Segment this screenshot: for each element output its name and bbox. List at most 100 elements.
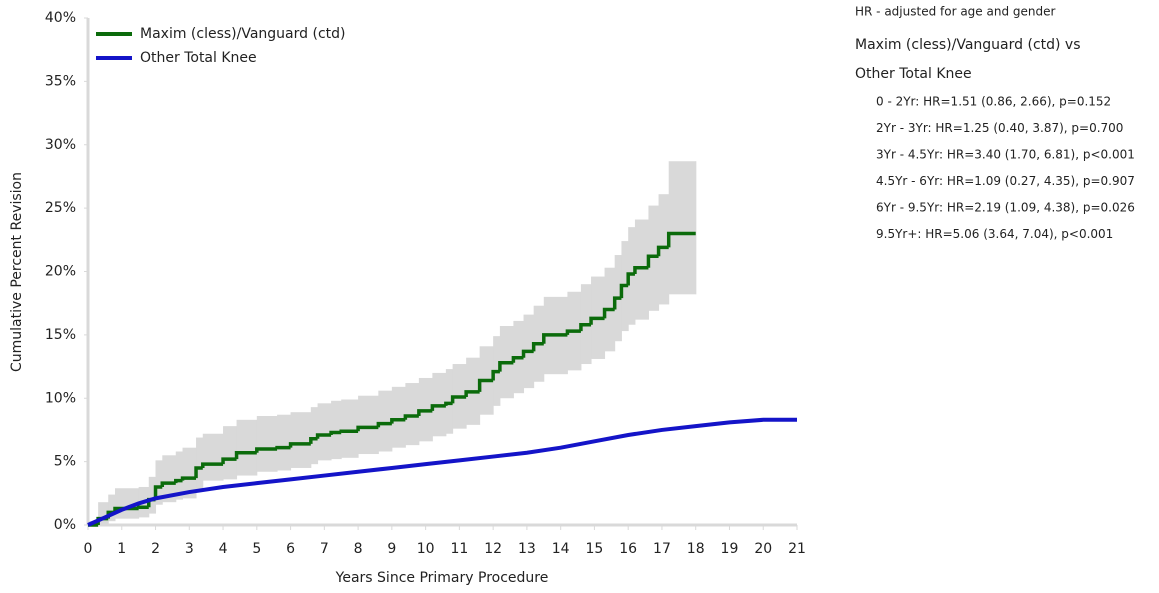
x-axis-title: Years Since Primary Procedure [335, 570, 549, 586]
confidence-band [290, 412, 312, 468]
step-segment [565, 329, 581, 335]
x-tick-label: 3 [185, 541, 194, 557]
step-segment [403, 414, 419, 420]
step-segment [288, 442, 311, 448]
annotation-line: 2Yr - 3Yr: HR=1.25 (0.40, 3.87), p=0.700 [876, 121, 1123, 135]
annotation-line: 3Yr - 4.5Yr: HR=3.40 (1.70, 6.81), p<0.0… [876, 148, 1135, 162]
confidence-band [634, 219, 649, 320]
confidence-band [175, 451, 184, 500]
step-segment [633, 265, 649, 275]
annotation-comparison: Maxim (cless)/Vanguard (ctd) vs [855, 37, 1081, 53]
step-segment [315, 433, 332, 439]
step-segment [589, 316, 605, 325]
confidence-band [445, 369, 454, 434]
step-segment [201, 462, 224, 468]
step-segment [491, 369, 500, 381]
y-tick-label: 0% [54, 517, 76, 533]
step-segment [160, 481, 176, 487]
x-tick-label: 5 [252, 541, 261, 557]
step-segment [444, 401, 453, 406]
x-tick-label: 11 [450, 541, 468, 557]
x-tick-label: 18 [687, 541, 705, 557]
x-tick-label: 15 [586, 541, 604, 557]
step-segment [194, 466, 203, 479]
annotation-line: 4.5Yr - 6Yr: HR=1.09 (0.27, 4.35), p=0.9… [876, 174, 1135, 188]
confidence-band [695, 161, 697, 295]
x-tick-label: 4 [219, 541, 228, 557]
step-segment [221, 457, 237, 465]
annotation-comparison: Other Total Knee [855, 66, 972, 82]
confidence-band [668, 161, 697, 295]
confidence-band [148, 476, 157, 514]
step-segment [339, 429, 359, 433]
x-tick-label: 1 [117, 541, 126, 557]
step-segment [255, 447, 278, 453]
confidence-band [256, 415, 278, 472]
confidence-band [155, 460, 163, 505]
step-segment [174, 478, 183, 484]
x-tick-label: 7 [320, 541, 329, 557]
step-segment [511, 355, 524, 363]
confidence-band [358, 395, 379, 455]
confidence-band [236, 419, 258, 476]
annotation-line: 0 - 2Yr: HR=1.51 (0.86, 2.66), p=0.152 [876, 95, 1111, 109]
legend-label: Maxim (cless)/Vanguard (ctd) [140, 26, 345, 42]
step-segment [275, 445, 291, 450]
confidence-band [378, 390, 393, 452]
x-tick-label: 21 [788, 541, 806, 557]
x-tick-label: 17 [653, 541, 671, 557]
confidence-band [202, 433, 224, 481]
x-tick-label: 8 [354, 541, 363, 557]
step-segment [390, 418, 406, 424]
step-segment [656, 245, 669, 257]
step-segment [531, 341, 544, 352]
confidence-band [648, 205, 660, 311]
confidence-band [628, 227, 636, 325]
step-segment [619, 283, 629, 299]
y-tick-label: 30% [45, 137, 76, 153]
confidence-band [277, 414, 292, 471]
line [87, 417, 797, 527]
step-segment [376, 421, 392, 428]
confidence-band [98, 502, 109, 524]
confidence-band [405, 383, 420, 446]
confidence-band [310, 407, 319, 465]
step-segment [612, 296, 622, 310]
x-tick-label: 19 [721, 541, 739, 557]
x-tick-label: 0 [84, 541, 93, 557]
x-tick-label: 6 [286, 541, 295, 557]
confidence-band [162, 455, 177, 503]
x-tick-label: 9 [387, 541, 396, 557]
annotation-line: 6Yr - 9.5Yr: HR=2.19 (1.09, 4.38), p=0.0… [876, 201, 1135, 215]
step-segment [521, 349, 534, 358]
step-segment [579, 322, 592, 332]
confidence-band [331, 400, 342, 460]
step-segment [542, 333, 568, 344]
confidence-band [182, 447, 197, 499]
confidence-band [391, 386, 406, 448]
step-segment [450, 395, 467, 404]
step-segment [430, 404, 446, 411]
y-tick-label: 10% [45, 390, 76, 406]
step-segment [180, 476, 197, 481]
legend-label: Other Total Knee [140, 50, 257, 66]
step-segment [153, 485, 163, 500]
x-tick-label: 16 [619, 541, 637, 557]
y-tick-label: 15% [45, 327, 76, 343]
y-tick-label: 20% [45, 264, 76, 280]
step-segment [309, 437, 318, 444]
x-tick-label: 20 [754, 541, 772, 557]
y-axis-title: Cumulative Percent Revision [9, 172, 25, 372]
annotation-line: 9.5Yr+: HR=5.06 (3.64, 7.04), p<0.001 [876, 227, 1113, 241]
step-segment [356, 425, 379, 432]
x-tick-label: 14 [552, 541, 570, 557]
step-segment [477, 378, 494, 392]
x-tick-label: 2 [151, 541, 160, 557]
annotation-note: HR - adjusted for age and gender [855, 5, 1055, 19]
x-tick-label: 12 [484, 541, 502, 557]
y-tick-label: 40% [45, 10, 76, 26]
x-tick-label: 10 [417, 541, 435, 557]
step-segment [646, 254, 659, 268]
confidence-band [196, 437, 204, 490]
